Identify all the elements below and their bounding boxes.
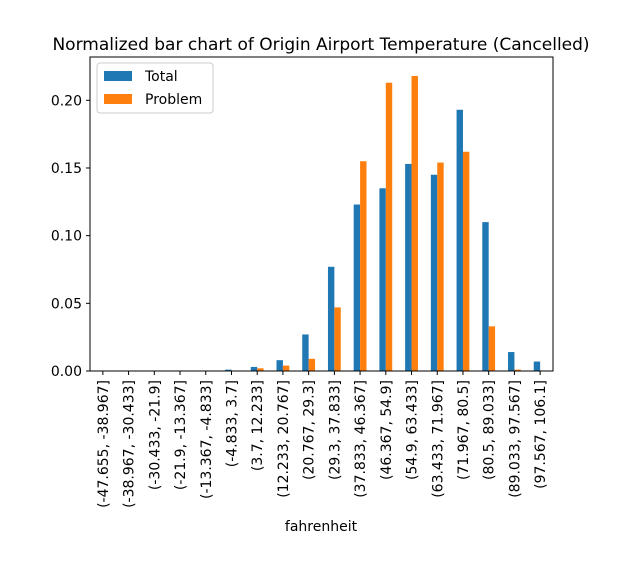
legend-label-problem: Problem: [145, 92, 202, 108]
bar-total: [482, 222, 489, 371]
x-tick-label: (-21.9, -13.367]: [173, 380, 189, 490]
y-tick-label: 0.00: [51, 364, 82, 380]
bar-total: [276, 360, 283, 371]
x-axis-label: fahrenheit: [285, 519, 358, 535]
x-tick-label: (80.5, 89.033]: [482, 380, 498, 480]
bar-problem: [437, 162, 444, 371]
x-tick-label: (29.3, 37.833]: [327, 380, 343, 480]
bar-total: [508, 352, 515, 371]
x-tick-label: (89.033, 97.567]: [507, 380, 523, 498]
bar-total: [533, 361, 541, 371]
y-tick-label: 0.05: [51, 296, 82, 312]
x-tick-label: (-38.967, -30.433]: [122, 380, 138, 508]
bar-problem: [411, 75, 418, 371]
plot-frame: [89, 56, 554, 372]
x-tick-label: (-47.655, -38.967]: [96, 380, 112, 508]
bar-total: [327, 266, 335, 371]
x-tick-label: (46.367, 54.9]: [379, 380, 395, 480]
y-tick-label: 0.15: [51, 161, 82, 177]
legend-swatch-problem: [104, 94, 132, 104]
bar-problem: [257, 368, 264, 371]
series-problem-bars: [257, 75, 521, 371]
x-tick-label: (97.567, 106.1]: [533, 380, 549, 489]
x-tick-label: (71.967, 80.5]: [456, 380, 472, 480]
y-tick-label: 0.20: [51, 93, 82, 109]
chart-title: Normalized bar chart of Origin Airport T…: [52, 35, 589, 55]
x-tick-label: (54.9, 63.433]: [405, 380, 421, 480]
y-tick-label: 0.10: [51, 229, 82, 245]
bar-total: [353, 204, 361, 371]
series-total-bars: [225, 109, 541, 371]
legend-label-total: Total: [144, 69, 178, 85]
bar-total: [430, 174, 438, 371]
x-tick-label: (3.7, 12.233]: [250, 380, 266, 471]
bar-total: [302, 334, 309, 371]
x-tick-label: (63.433, 71.967]: [430, 380, 446, 498]
bar-problem: [514, 369, 521, 371]
bar-problem: [334, 307, 341, 371]
x-tick-label: (12.233, 20.767]: [276, 380, 292, 498]
x-tick-label: (-4.833, 3.7]: [224, 380, 240, 467]
x-tick-label: (-30.433, -21.9]: [147, 380, 163, 490]
bar-total: [250, 366, 258, 371]
x-tick-label: (37.833, 46.367]: [353, 380, 369, 498]
legend: Total Problem: [96, 62, 214, 114]
x-tick-label: (20.767, 29.3]: [302, 380, 318, 480]
legend-swatch-total: [104, 71, 132, 81]
bar-problem: [385, 82, 393, 371]
bar-total: [405, 163, 412, 371]
bar-problem: [360, 161, 367, 371]
bar-problem: [308, 358, 316, 371]
bar-problem: [282, 365, 290, 371]
bar-problem: [488, 326, 496, 371]
x-tick-label: (-13.367, -4.833]: [199, 380, 215, 499]
bar-total: [225, 369, 232, 371]
bar-total: [379, 188, 386, 371]
bar-total: [456, 109, 463, 371]
bar-problem: [462, 151, 470, 371]
